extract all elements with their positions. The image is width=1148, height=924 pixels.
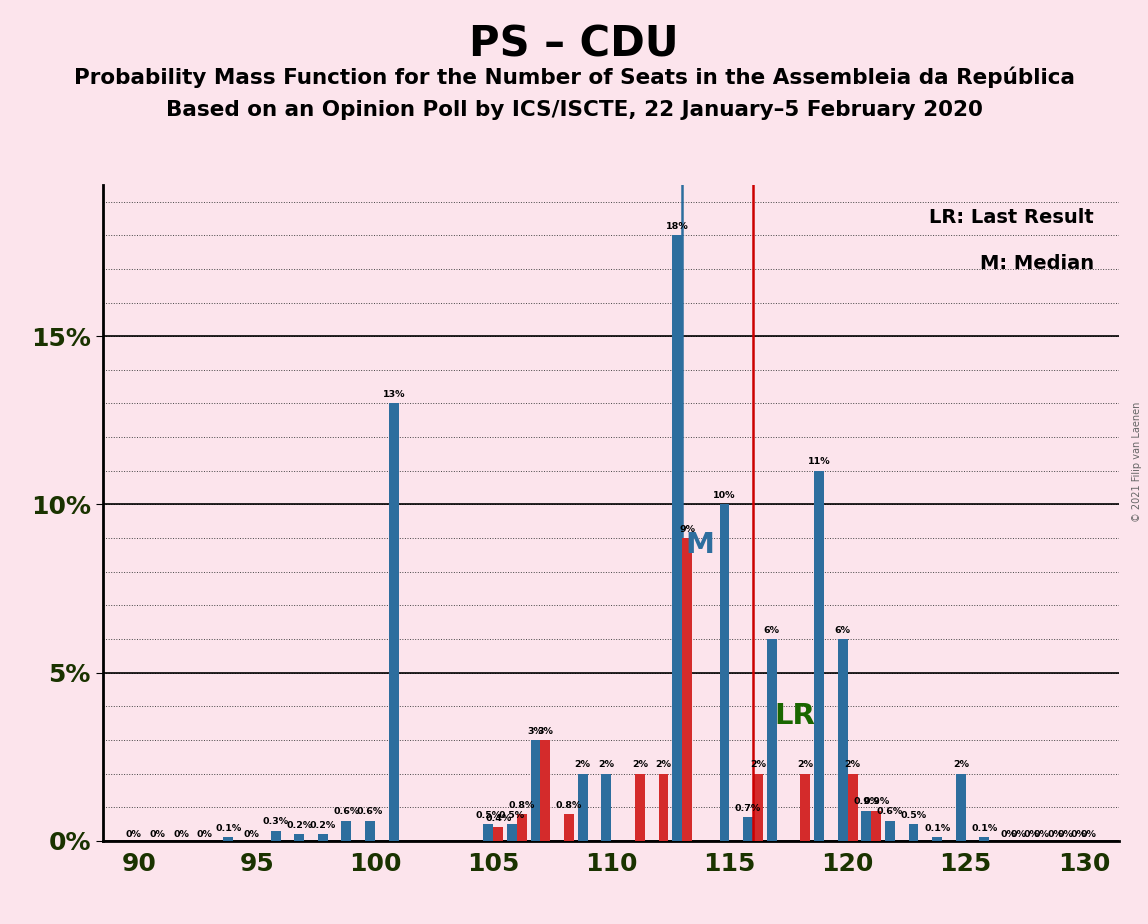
Text: 11%: 11% [808,457,830,467]
Text: 2%: 2% [953,760,969,769]
Bar [294,834,304,841]
Bar [365,821,375,841]
Bar [530,740,541,841]
Text: 13%: 13% [382,390,405,399]
Text: 0.5%: 0.5% [900,810,926,820]
Text: LR: Last Result: LR: Last Result [929,208,1094,226]
Text: 2%: 2% [750,760,766,769]
Text: 0.9%: 0.9% [853,797,879,806]
Bar [847,773,858,841]
Bar [517,814,527,841]
Text: 0.1%: 0.1% [215,824,241,833]
Text: 3%: 3% [537,726,553,736]
Text: 0.2%: 0.2% [286,821,312,830]
Text: 0.7%: 0.7% [735,804,761,813]
Bar [318,834,328,841]
Bar [224,837,233,841]
Text: 18%: 18% [666,222,689,231]
Text: PS – CDU: PS – CDU [470,23,678,65]
Text: 2%: 2% [656,760,672,769]
Text: 0%: 0% [1081,830,1096,839]
Text: 0%: 0% [1033,830,1049,839]
Text: Probability Mass Function for the Number of Seats in the Assembleia da República: Probability Mass Function for the Number… [73,67,1075,88]
Text: 0.3%: 0.3% [263,818,288,826]
Text: 9%: 9% [680,525,696,534]
Bar [635,773,645,841]
Bar [908,824,918,841]
Bar [767,639,777,841]
Text: M: Median: M: Median [979,254,1094,273]
Text: 0%: 0% [196,830,212,839]
Text: © 2021 Filip van Laenen: © 2021 Filip van Laenen [1132,402,1141,522]
Bar [743,818,753,841]
Bar [541,740,550,841]
Bar [602,773,612,841]
Text: 0.1%: 0.1% [971,824,998,833]
Text: 2%: 2% [798,760,813,769]
Bar [682,538,692,841]
Bar [659,773,668,841]
Text: 0.8%: 0.8% [556,800,582,809]
Bar [564,814,574,841]
Text: 0.5%: 0.5% [475,810,502,820]
Text: 10%: 10% [713,491,736,500]
Text: 0%: 0% [1071,830,1087,839]
Bar [389,404,398,841]
Text: 0%: 0% [126,830,141,839]
Bar [720,505,729,841]
Bar [956,773,965,841]
Text: 0.5%: 0.5% [498,810,525,820]
Text: 0.6%: 0.6% [333,808,359,816]
Text: 0%: 0% [1024,830,1040,839]
Text: 6%: 6% [835,626,851,635]
Bar [341,821,351,841]
Text: 0%: 0% [1057,830,1073,839]
Bar [800,773,810,841]
Text: 0%: 0% [1010,830,1026,839]
Text: 0.8%: 0.8% [509,800,535,809]
Text: 0%: 0% [1047,830,1063,839]
Bar [507,824,517,841]
Text: Based on an Opinion Poll by ICS/ISCTE, 22 January–5 February 2020: Based on an Opinion Poll by ICS/ISCTE, 2… [165,100,983,120]
Text: 2%: 2% [598,760,614,769]
Bar [885,821,894,841]
Bar [861,810,871,841]
Bar [271,831,280,841]
Bar [673,236,682,841]
Text: 0.1%: 0.1% [924,824,951,833]
Text: 2%: 2% [845,760,861,769]
Text: 0%: 0% [245,830,259,839]
Bar [979,837,990,841]
Bar [494,827,503,841]
Bar [577,773,588,841]
Bar [932,837,943,841]
Bar [814,470,824,841]
Text: 2%: 2% [631,760,647,769]
Text: 2%: 2% [575,760,591,769]
Text: 0%: 0% [149,830,165,839]
Text: 0.4%: 0.4% [484,814,511,823]
Text: M: M [685,530,715,559]
Text: 3%: 3% [528,726,543,736]
Text: 6%: 6% [763,626,779,635]
Text: LR: LR [775,702,815,730]
Bar [753,773,763,841]
Text: 0%: 0% [1000,830,1016,839]
Bar [838,639,847,841]
Bar [483,824,494,841]
Text: 0.9%: 0.9% [863,797,890,806]
Text: 0.2%: 0.2% [310,821,336,830]
Text: 0%: 0% [173,830,189,839]
Text: 0.6%: 0.6% [877,808,903,816]
Text: 0.6%: 0.6% [357,808,383,816]
Bar [871,810,882,841]
